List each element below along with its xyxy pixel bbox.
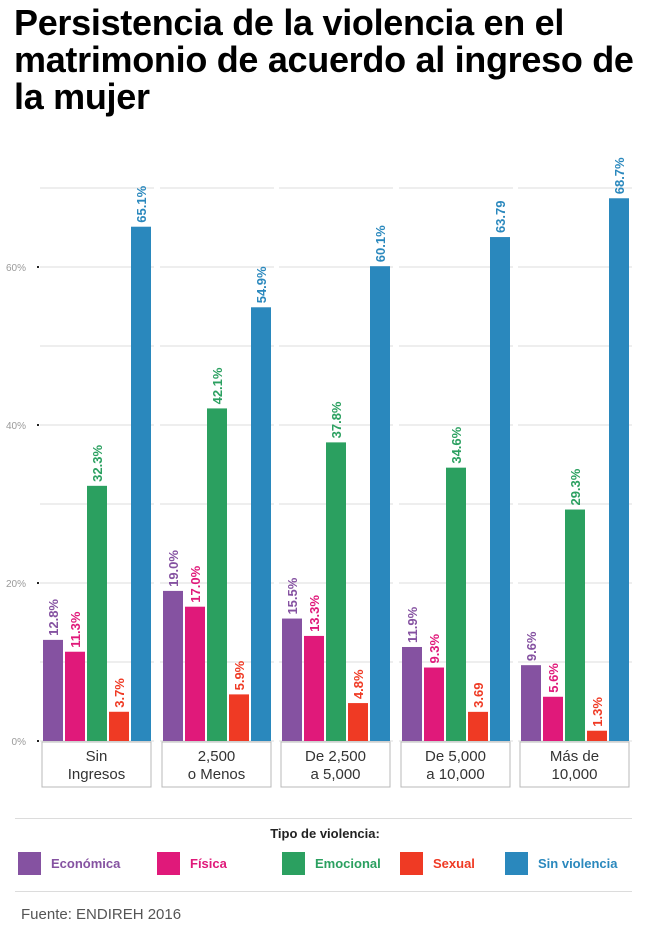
- bar: [587, 730, 607, 741]
- bar: [370, 266, 390, 741]
- data-label: 9.6%: [524, 631, 539, 661]
- category-label: o Menos: [188, 766, 246, 783]
- legend-label: Emocional: [315, 855, 381, 871]
- data-label: 17.0%: [188, 565, 203, 602]
- y-axis: 0% 20% 40% 60%: [6, 263, 39, 748]
- bar: [131, 226, 151, 741]
- data-label: 42.1%: [210, 367, 225, 404]
- y-tick-label: 20%: [6, 579, 26, 590]
- data-label: 5.6%: [546, 663, 561, 693]
- bar: [87, 485, 107, 741]
- legend-bottom-divider: [15, 891, 632, 892]
- legend-item-sexual: Sexual: [400, 851, 475, 875]
- legend-label: Económica: [51, 855, 121, 871]
- category-label: 2,500: [198, 748, 236, 765]
- data-label: 9.3%: [427, 633, 442, 663]
- y-tick-mark: [37, 582, 39, 584]
- data-label: 68.7%: [612, 157, 627, 194]
- category-label: a 10,000: [426, 766, 484, 783]
- y-tick-mark: [37, 424, 39, 426]
- bar: [229, 694, 249, 741]
- category-box: [280, 741, 391, 788]
- bar: [543, 696, 563, 741]
- bar: [468, 711, 488, 741]
- y-tick-mark: [37, 740, 39, 742]
- category-box: [519, 741, 630, 788]
- data-label: 1.3%: [590, 697, 605, 727]
- legend-item-economica: Económica: [18, 851, 120, 875]
- bar: [424, 667, 444, 741]
- legend-label: Sin violencia: [538, 855, 618, 871]
- bar: [348, 703, 368, 741]
- category-box: [400, 741, 511, 788]
- bars: [43, 198, 629, 741]
- bar-chart: 0% 20% 40% 60% 12.8% 11.3% 32.3% 3.7% 65.1% 19.0…: [6, 157, 632, 788]
- category-box: [41, 741, 152, 788]
- y-tick-label: 0%: [12, 737, 27, 748]
- data-label: 13.3%: [307, 595, 322, 632]
- category-box: [161, 741, 272, 788]
- data-label: 15.5%: [285, 577, 300, 614]
- bar: [163, 590, 183, 741]
- legend-top-divider: [15, 818, 632, 819]
- data-label: 11.3%: [68, 611, 83, 648]
- data-label: 34.6%: [449, 426, 464, 463]
- legend-swatch-emocional: [282, 851, 305, 875]
- category-label: 10,000: [552, 766, 598, 783]
- data-label: 29.3%: [568, 468, 583, 505]
- bar: [185, 606, 205, 741]
- data-label: 11.9%: [405, 606, 420, 643]
- data-labels: 12.8% 11.3% 32.3% 3.7% 65.1% 19.0% 17.0% 42.1% 5…: [46, 157, 627, 727]
- category-label: Ingresos: [68, 766, 126, 783]
- data-label: 37.8%: [329, 401, 344, 438]
- data-label: 3.69: [471, 683, 486, 708]
- data-label: 4.8%: [351, 669, 366, 699]
- legend-swatch-sin-violencia: [505, 851, 528, 875]
- data-label: 65.1%: [134, 185, 149, 222]
- bar: [65, 651, 85, 741]
- bar: [402, 646, 422, 741]
- legend-swatch-fisica: [157, 851, 180, 875]
- data-label: 60.1%: [373, 225, 388, 262]
- chart-title: Persistencia de la violencia en el matri…: [14, 2, 634, 117]
- legend-label: Física: [190, 855, 227, 871]
- data-label: 54.9%: [254, 266, 269, 303]
- data-label: 63.79: [493, 201, 508, 234]
- bar: [326, 442, 346, 741]
- legend-swatch-sexual: [400, 851, 423, 875]
- y-tick-label: 60%: [6, 263, 26, 274]
- bar: [251, 307, 271, 741]
- legend-label: Sexual: [433, 855, 475, 871]
- bar: [304, 635, 324, 741]
- legend-item-emocional: Emocional: [282, 851, 381, 875]
- y-tick-mark: [37, 266, 39, 268]
- category-label: a 5,000: [310, 766, 360, 783]
- bar: [609, 198, 629, 741]
- legend-swatch-economica: [18, 851, 41, 875]
- bar: [207, 408, 227, 741]
- data-label: 3.7%: [112, 678, 127, 708]
- source-note: Fuente: ENDIREH 2016: [21, 906, 182, 923]
- category-label: De 2,500: [305, 748, 366, 765]
- legend-title: Tipo de violencia:: [270, 826, 380, 841]
- category-label: De 5,000: [425, 748, 486, 765]
- bar: [43, 639, 63, 741]
- bar: [446, 467, 466, 741]
- category-label: Sin: [86, 748, 108, 765]
- bar: [565, 509, 585, 741]
- bar: [521, 665, 541, 741]
- data-label: 12.8%: [46, 599, 61, 636]
- data-label: 5.9%: [232, 660, 247, 690]
- bar: [490, 237, 510, 741]
- data-label: 19.0%: [166, 550, 181, 587]
- bar: [282, 618, 302, 741]
- legend-item-fisica: Física: [157, 851, 227, 875]
- bar: [109, 711, 129, 741]
- data-label: 32.3%: [90, 445, 105, 482]
- category-label: Más de: [550, 748, 599, 765]
- legend-item-sin-violencia: Sin violencia: [505, 851, 617, 875]
- y-tick-label: 40%: [6, 421, 26, 432]
